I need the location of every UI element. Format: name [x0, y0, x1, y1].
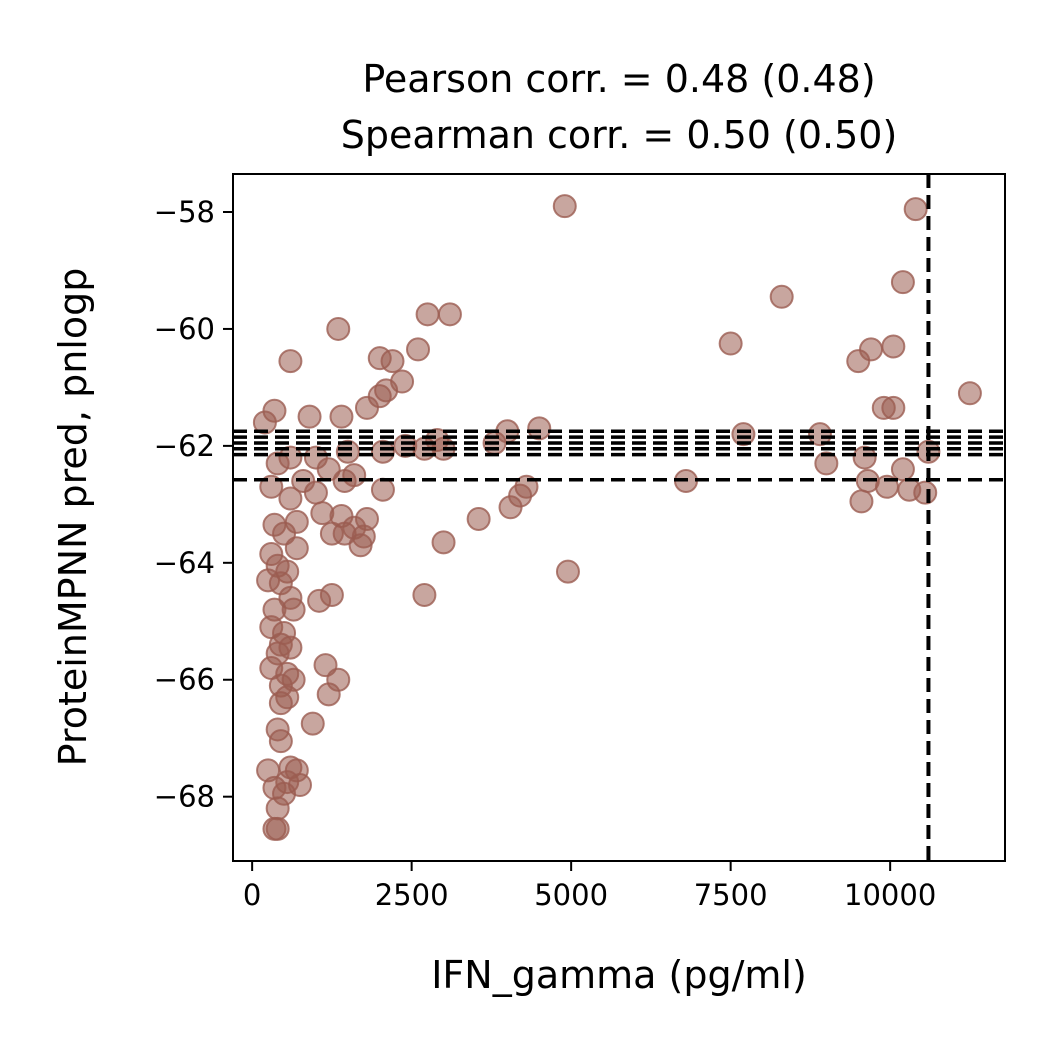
data-point: [370, 477, 395, 502]
data-point: [913, 480, 938, 505]
data-point: [881, 395, 906, 420]
data-point: [466, 506, 491, 531]
horizontal-reference-lines: [233, 429, 1005, 482]
data-points: [252, 194, 982, 841]
y-tick-label: −68: [154, 780, 215, 814]
y-tick-label: −66: [154, 663, 215, 697]
data-point: [807, 422, 832, 447]
data-point: [412, 582, 437, 607]
x-tick-label: 5000: [534, 878, 608, 912]
data-point: [380, 349, 405, 374]
data-point: [555, 559, 580, 584]
data-point: [415, 302, 440, 327]
x-tick-label: 2500: [375, 878, 449, 912]
data-point: [527, 416, 552, 441]
x-axis-label: IFN_gamma (pg/ml): [431, 953, 807, 997]
data-point: [406, 337, 431, 362]
data-point: [718, 331, 743, 356]
x-axis-ticks: 0 2500 5000 7500 10000: [243, 861, 936, 912]
y-tick-label: −64: [154, 546, 215, 580]
data-point: [265, 451, 290, 476]
data-point: [437, 302, 462, 327]
chart-title-line-1: Pearson corr. = 0.48 (0.48): [362, 57, 875, 101]
data-point: [303, 480, 328, 505]
data-point: [252, 410, 277, 435]
data-point: [281, 597, 306, 622]
data-point: [329, 404, 354, 429]
data-point: [278, 349, 303, 374]
data-point: [268, 691, 293, 716]
y-tick-label: −60: [154, 312, 215, 346]
data-point: [852, 445, 877, 470]
data-point: [814, 451, 839, 476]
chart-title-line-2: Spearman corr. = 0.50 (0.50): [341, 113, 898, 157]
data-point: [297, 404, 322, 429]
data-point: [370, 439, 395, 464]
data-point: [268, 729, 293, 754]
y-tick-label: −58: [154, 195, 215, 229]
data-point: [881, 334, 906, 359]
data-point: [265, 816, 290, 841]
data-point: [284, 536, 309, 561]
y-tick-label: −62: [154, 429, 215, 463]
data-point: [307, 588, 332, 613]
data-point: [498, 495, 523, 520]
data-point: [300, 711, 325, 736]
data-point: [431, 530, 456, 555]
data-point: [348, 533, 373, 558]
data-point: [890, 457, 915, 482]
data-point: [335, 439, 360, 464]
x-tick-label: 0: [243, 878, 261, 912]
data-point: [769, 284, 794, 309]
data-point: [903, 197, 928, 222]
data-point: [731, 422, 756, 447]
data-point: [890, 270, 915, 295]
data-point: [354, 395, 379, 420]
x-tick-label: 10000: [844, 878, 936, 912]
data-point: [957, 381, 982, 406]
y-axis-label: ProteinMPNN pred, pnlogp: [51, 268, 95, 767]
data-point: [326, 316, 351, 341]
data-point: [316, 682, 341, 707]
data-point: [846, 349, 871, 374]
data-point: [265, 796, 290, 821]
data-point: [278, 486, 303, 511]
x-tick-label: 7500: [694, 878, 768, 912]
data-point: [849, 489, 874, 514]
y-axis-ticks: −58 −60 −62 −64 −66 −68: [154, 195, 233, 814]
plot-frame: [232, 173, 1006, 862]
data-point: [552, 194, 577, 219]
